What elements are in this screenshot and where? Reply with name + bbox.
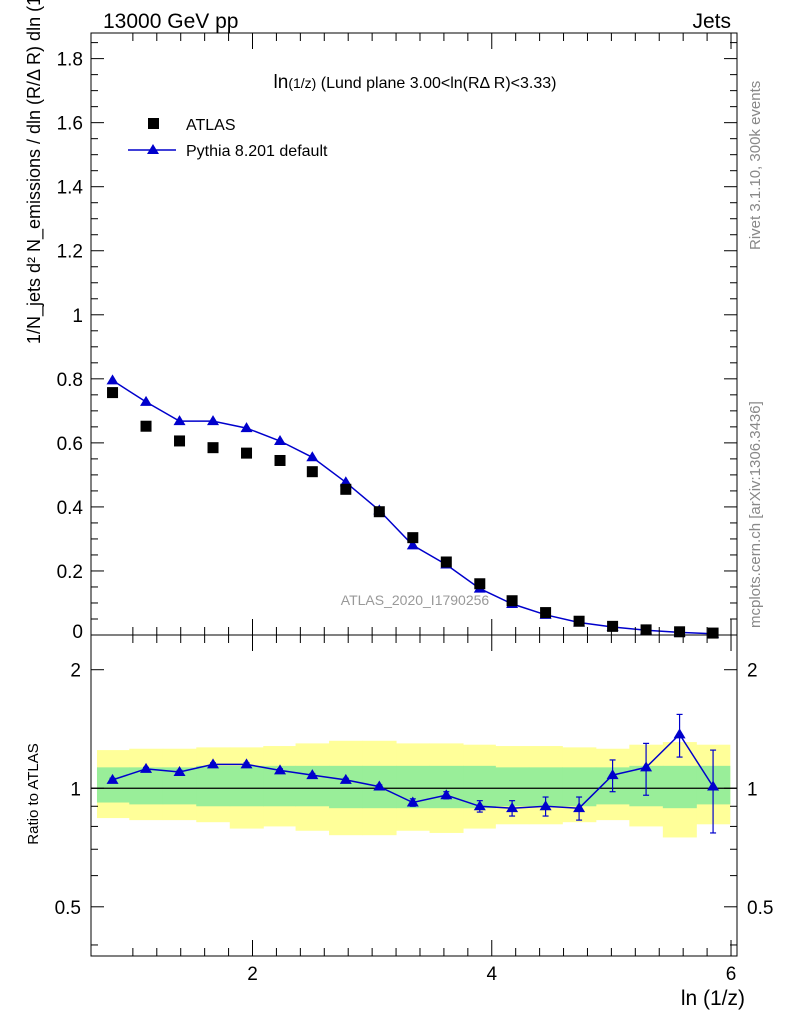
atlas-point (340, 483, 352, 495)
main-panel: ATLAS_2020_I1790256 0.2 0.4 0.6 0.8 1 1.2 1.4 1… (24, 0, 738, 643)
analysis-watermark: ATLAS_2020_I1790256 (341, 592, 490, 608)
ratio-frame (90, 634, 738, 957)
legend: ATLAS Pythia 8.201 default (128, 117, 328, 160)
ratio-point (274, 764, 287, 775)
pythia-point (106, 374, 119, 385)
ratio-point (640, 761, 653, 772)
y-tick-label: 0.8 (57, 370, 83, 391)
mcplots-label: mcplots.cern.ch [arXiv:1306.3436] (747, 401, 764, 628)
uncertainty-band-inner (429, 765, 464, 809)
uncertainty-band-inner (229, 765, 264, 807)
uncertainty-band-inner (495, 767, 530, 807)
atlas-point (407, 532, 419, 544)
x-tick-label: 6 (726, 964, 737, 985)
atlas-point (707, 627, 719, 639)
atlas-point (174, 435, 186, 447)
y-tick-label: 0.4 (57, 498, 84, 519)
rivet-label: Rivet 3.1.10, 300k events (747, 81, 764, 250)
ratio-y-tick-label-right: 0.5 (747, 898, 773, 919)
uncertainty-band-inner (129, 767, 164, 805)
pythia-point (274, 434, 287, 445)
ratio-point (240, 758, 253, 769)
ratio-y-tick-label: 0.5 (55, 898, 81, 919)
atlas-point (373, 506, 385, 518)
y-tick-label: 1.4 (57, 178, 84, 199)
process-label: Jets (692, 10, 731, 33)
ratio-point (306, 769, 319, 780)
pythia-point (306, 451, 319, 462)
x-tick-label: 4 (486, 964, 497, 985)
ratio-point (173, 765, 186, 776)
ratio-panel: 0.5 0.5 1 1 2 2 2 4 6 Ratio to ATLAS ln (1/z) (25, 634, 773, 1010)
legend-marker-pythia (147, 144, 159, 154)
ratio-point (373, 780, 386, 791)
ratio-point (539, 800, 552, 811)
y-tick-label: 0 (72, 622, 83, 643)
pythia-point (207, 415, 220, 426)
y-tick-label: 1.6 (57, 114, 83, 135)
ratio-point (406, 796, 419, 807)
atlas-point (306, 466, 318, 478)
ratio-y-tick-label: 2 (70, 661, 81, 682)
ratio-y-tick-label-right: 1 (747, 779, 758, 800)
ratio-point (440, 789, 453, 800)
atlas-point (674, 626, 686, 638)
x-axis-label: ln (1/z) (681, 987, 745, 1010)
uncertainty-band-inner (329, 765, 364, 809)
atlas-point (241, 447, 253, 459)
y-tick-label: 1.2 (57, 242, 83, 263)
ratio-point (207, 758, 220, 769)
ratio-point (606, 769, 619, 780)
atlas-point (640, 624, 652, 636)
x-tick-label: 2 (247, 964, 258, 985)
uncertainty-band-inner (96, 767, 130, 803)
atlas-point (207, 442, 219, 454)
ratio-y-tick-label-right: 2 (747, 661, 758, 682)
ratio-point (506, 802, 519, 813)
legend-label-pythia: Pythia 8.201 default (186, 143, 328, 160)
atlas-point (440, 556, 452, 568)
legend-marker-atlas (148, 118, 159, 129)
ratio-point (140, 762, 153, 773)
pythia-point (339, 476, 352, 487)
main-y-axis-label: 1/N_jets d² N_emissions / dln (R/Δ R) dl… (24, 0, 45, 344)
atlas-point (474, 578, 486, 590)
y-tick-label: 0.2 (57, 562, 83, 583)
uncertainty-band-inner (662, 765, 697, 809)
ratio-point (106, 773, 119, 784)
atlas-point (540, 607, 552, 619)
atlas-point (607, 620, 619, 632)
atlas-point (573, 615, 585, 627)
ratio-y-tick-label: 1 (70, 779, 81, 800)
legend-label-atlas: ATLAS (186, 117, 236, 134)
ratio-point (339, 773, 352, 784)
ratio-point (673, 728, 686, 739)
collision-label: 13000 GeV pp (103, 10, 238, 33)
ratio-point (707, 780, 720, 791)
plot-title: ln(1/z) (Lund plane 3.00<ln(RΔ R)<3.33) (274, 72, 557, 93)
atlas-point (140, 420, 152, 432)
pythia-point (173, 415, 186, 426)
ratio-point (473, 800, 486, 811)
pythia-point (140, 395, 153, 406)
ratio-y-axis-label: Ratio to ATLAS (25, 743, 42, 844)
pythia-point (240, 422, 253, 433)
y-tick-label: 1 (72, 306, 83, 327)
atlas-point (274, 454, 286, 466)
pythia-point (406, 539, 419, 550)
y-tick-label: 1.8 (57, 50, 83, 71)
atlas-point (506, 595, 518, 607)
atlas-point (107, 387, 119, 399)
uncertainty-band-inner (196, 765, 231, 807)
ratio-point (573, 802, 586, 813)
y-tick-label: 0.6 (57, 434, 83, 455)
